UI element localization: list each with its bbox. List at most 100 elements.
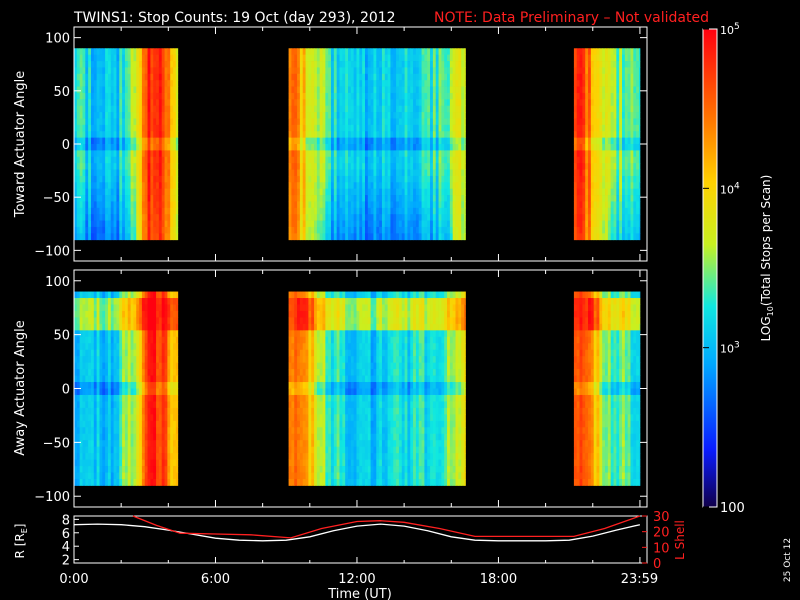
heatmap-cell — [167, 201, 171, 209]
heatmap-cell — [96, 131, 100, 139]
heatmap-cell — [85, 388, 89, 396]
heatmap-cell — [90, 453, 95, 460]
heatmap-cell — [105, 150, 109, 158]
heatmap-cell — [325, 182, 329, 190]
heatmap-cell — [455, 201, 459, 209]
heatmap-cell — [430, 163, 434, 170]
heatmap-cell — [96, 446, 100, 454]
heatmap-cell — [122, 214, 126, 221]
heatmap-cell — [421, 207, 425, 215]
heatmap-cell — [294, 92, 298, 100]
heatmap-cell — [82, 330, 86, 338]
heatmap-cell — [79, 169, 83, 177]
heatmap-cell — [636, 86, 640, 94]
heatmap-cell — [119, 54, 123, 62]
heatmap-cell — [175, 175, 179, 183]
heatmap-cell — [413, 144, 417, 151]
heatmap-cell — [288, 214, 292, 221]
heatmap-cell — [116, 156, 120, 164]
heatmap-cell — [322, 195, 326, 202]
heatmap-cell — [638, 61, 641, 68]
heatmap-cell — [418, 150, 422, 158]
heatmap-cell — [610, 182, 614, 190]
heatmap-cell — [328, 67, 332, 75]
heatmap-cell — [107, 220, 112, 228]
heatmap-cell — [636, 92, 640, 100]
heatmap-cell — [596, 150, 600, 158]
heatmap-cell — [110, 182, 115, 190]
heatmap-cell — [170, 407, 174, 415]
heatmap-cell — [585, 214, 589, 221]
heatmap-cell — [333, 175, 338, 183]
heatmap-cell — [116, 414, 120, 422]
heatmap-cell — [136, 156, 140, 164]
heatmap-cell — [302, 150, 306, 158]
heatmap-cell — [82, 440, 86, 448]
heatmap-cell — [82, 182, 86, 190]
heatmap-cell — [76, 407, 81, 415]
heatmap-cell — [99, 440, 103, 448]
heatmap-cell — [588, 150, 592, 158]
heatmap-cell — [139, 382, 143, 389]
heatmap-cell — [607, 201, 612, 209]
heatmap-cell — [127, 214, 131, 221]
heatmap-cell — [153, 394, 157, 402]
heatmap-cell — [390, 163, 394, 170]
heatmap-cell — [99, 175, 103, 183]
heatmap-cell — [619, 80, 623, 87]
heatmap-cell — [147, 317, 151, 325]
heatmap-cell — [173, 150, 177, 158]
heatmap-cell — [593, 92, 597, 100]
heatmap-cell — [576, 195, 580, 202]
heatmap-cell — [455, 144, 459, 151]
heatmap-cell — [130, 169, 134, 177]
heatmap-cell — [124, 466, 129, 473]
heatmap-cell — [350, 169, 355, 177]
heatmap-cell — [390, 99, 394, 107]
heatmap-cell — [173, 362, 177, 370]
heatmap-cell — [576, 169, 580, 177]
heatmap-cell — [353, 169, 357, 177]
heatmap-cell — [90, 336, 95, 344]
heatmap-cell — [102, 343, 106, 351]
heatmap-cell — [167, 304, 171, 312]
heatmap-cell — [424, 182, 428, 190]
heatmap-cell — [167, 401, 171, 409]
heatmap-cell — [379, 92, 383, 100]
heatmap-cell — [367, 80, 372, 87]
heatmap-cell — [133, 169, 137, 177]
heatmap-cell — [339, 118, 343, 126]
heatmap-cell — [113, 214, 117, 221]
heatmap-cell — [79, 73, 83, 81]
heatmap-cell — [449, 182, 454, 190]
heatmap-cell — [435, 175, 439, 183]
heatmap-cell — [76, 446, 81, 454]
heatmap-cell — [427, 48, 431, 56]
heatmap-cell — [331, 144, 335, 151]
heatmap-cell — [585, 182, 589, 190]
heatmap-cell — [127, 54, 131, 62]
heatmap-cell — [175, 298, 179, 305]
heatmap-cell — [173, 382, 177, 389]
heatmap-cell — [161, 330, 165, 338]
heatmap-cell — [150, 73, 154, 81]
heatmap-cell — [82, 124, 86, 132]
heatmap-cell — [90, 420, 95, 428]
heatmap-cell — [150, 188, 154, 196]
heatmap-cell — [302, 195, 306, 202]
heatmap-cell — [590, 233, 595, 241]
heatmap-cell — [616, 195, 620, 202]
heatmap-cell — [576, 86, 580, 94]
heatmap-cell — [144, 343, 148, 351]
heatmap-cell — [373, 169, 377, 177]
heatmap-cell — [573, 156, 578, 164]
heatmap-cell — [582, 156, 586, 164]
heatmap-cell — [136, 453, 140, 460]
heatmap-cell — [133, 188, 137, 196]
heatmap-cell — [107, 67, 112, 75]
heatmap-cell — [373, 61, 377, 68]
heatmap-cell — [82, 388, 86, 396]
heatmap-cell — [161, 336, 165, 344]
heatmap-cell — [119, 112, 123, 119]
heatmap-cell — [82, 188, 86, 196]
